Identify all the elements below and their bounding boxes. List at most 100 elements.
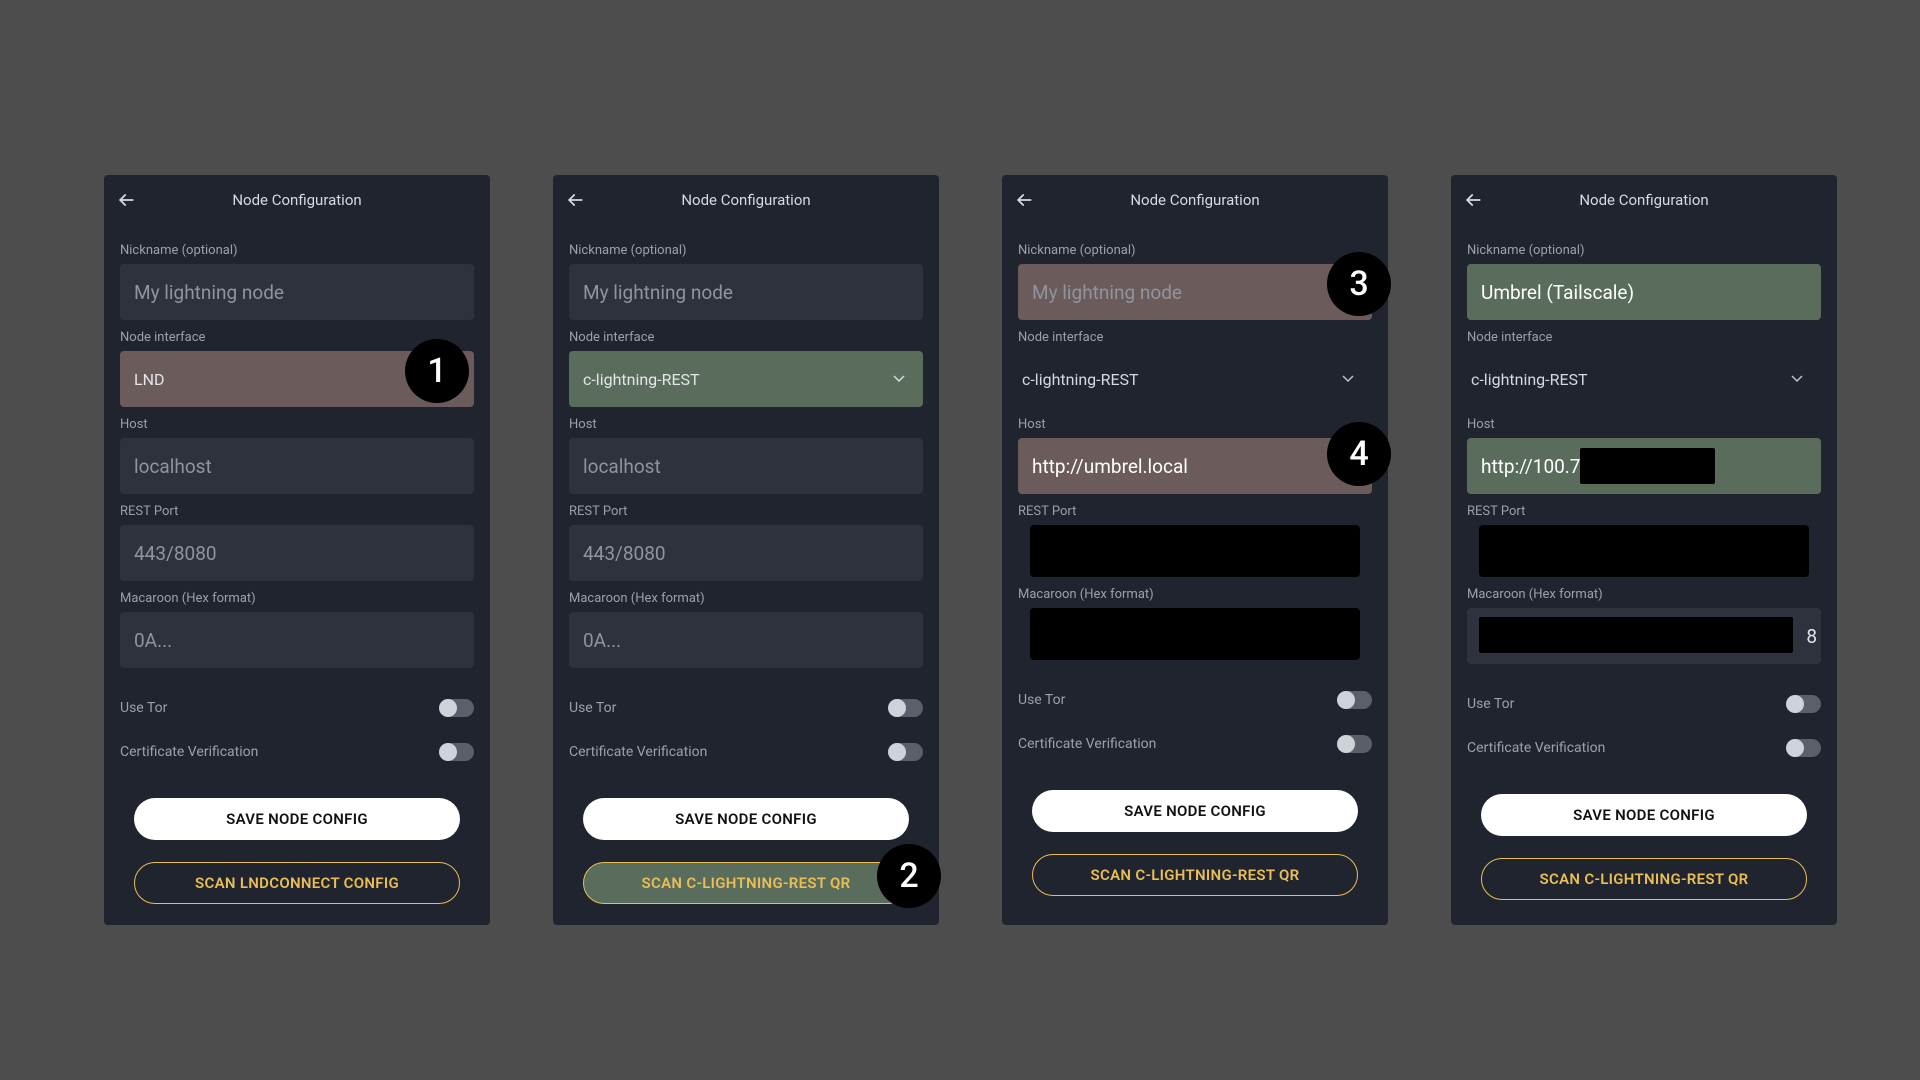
macaroon-label: Macaroon (Hex format) [1467, 587, 1821, 602]
config-form: Nickname (optional) Umbrel (Tailscale) Nod… [1451, 225, 1837, 760]
tor-label: Use Tor [1018, 692, 1065, 708]
cert-toggle[interactable] [1338, 735, 1372, 753]
port-input[interactable] [1030, 525, 1360, 577]
host-input[interactable]: http://umbrel.local [1018, 438, 1372, 494]
header: Node Configuration [1451, 175, 1837, 225]
header: Node Configuration [1002, 175, 1388, 225]
scan-button[interactable]: SCAN C-LIGHTNING-REST QR [583, 862, 909, 904]
button-row: SAVE NODE CONFIG SCAN C-LIGHTNING-REST QR [1002, 790, 1388, 896]
back-icon[interactable] [565, 190, 585, 210]
cert-row: Certificate Verification [120, 740, 474, 764]
config-form: Nickname (optional)My lightning nodeNode… [104, 225, 490, 764]
interface-select[interactable]: c-lightning-REST [1467, 351, 1821, 407]
macaroon-input[interactable]: 8 [1467, 608, 1821, 664]
tor-row: Use Tor [1018, 688, 1372, 712]
chevron-down-icon [1342, 375, 1354, 383]
macaroon-input[interactable] [1030, 608, 1360, 660]
step-badge: 4 [1327, 422, 1391, 486]
step-badge: 1 [405, 339, 469, 403]
interface-value: c-lightning-REST [1022, 370, 1139, 389]
cert-row: Certificate Verification [569, 740, 923, 764]
page-title: Node Configuration [565, 191, 927, 209]
cert-toggle[interactable] [440, 743, 474, 761]
nickname-label: Nickname (optional) [569, 243, 923, 258]
tor-toggle[interactable] [889, 699, 923, 717]
cert-toggle[interactable] [889, 743, 923, 761]
host-label: Host [569, 417, 923, 432]
tor-label: Use Tor [569, 700, 616, 716]
nickname-input[interactable]: My lightning node [120, 264, 474, 320]
back-icon[interactable] [116, 190, 136, 210]
host-input[interactable]: localhost [569, 438, 923, 494]
port-input[interactable]: 443/8080 [120, 525, 474, 581]
phone-screen: Node Configuration Nickname (optional) My … [553, 175, 939, 925]
port-label: REST Port [120, 504, 474, 519]
save-button[interactable]: SAVE NODE CONFIG [134, 798, 460, 840]
scan-button[interactable]: SCAN LNDCONNECT CONFIG [134, 862, 460, 904]
cert-label: Certificate Verification [1018, 736, 1156, 752]
tor-row: Use Tor [120, 696, 474, 720]
button-row: SAVE NODE CONFIG SCAN LNDCONNECT CONFIG [104, 798, 490, 904]
header: Node Configuration [553, 175, 939, 225]
macaroon-label: Macaroon (Hex format) [1018, 587, 1372, 602]
tor-label: Use Tor [1467, 696, 1514, 712]
interface-label: Node interface [569, 330, 923, 345]
nickname-input[interactable]: My lightning node [569, 264, 923, 320]
config-form: Nickname (optional) My lightning node Node… [1002, 225, 1388, 756]
cert-label: Certificate Verification [120, 744, 258, 760]
redaction-mask [1479, 617, 1793, 653]
host-value: http://umbrel.local [1032, 455, 1188, 478]
macaroon-label: Macaroon (Hex format) [569, 591, 923, 606]
interface-label: Node interface [1018, 330, 1372, 345]
back-icon[interactable] [1014, 190, 1034, 210]
macaroon-tail: 8 [1806, 625, 1817, 648]
phone-screen: Node Configuration Nickname (optional) My … [104, 175, 490, 925]
interface-select[interactable]: c-lightning-REST [1018, 351, 1372, 407]
redaction-mask [1580, 448, 1715, 484]
nickname-label: Nickname (optional) [1018, 243, 1372, 258]
interface-select[interactable]: c-lightning-REST [569, 351, 923, 407]
host-label: Host [120, 417, 474, 432]
tor-toggle[interactable] [1787, 695, 1821, 713]
header: Node Configuration [104, 175, 490, 225]
nickname-input[interactable]: Umbrel (Tailscale) [1467, 264, 1821, 320]
tor-label: Use Tor [120, 700, 167, 716]
host-value: http://100.7 [1481, 455, 1581, 478]
page-title: Node Configuration [1014, 191, 1376, 209]
host-input[interactable]: http://100.7 [1467, 438, 1821, 494]
host-input[interactable]: localhost [120, 438, 474, 494]
tor-row: Use Tor [569, 696, 923, 720]
macaroon-input[interactable]: 0A... [120, 612, 474, 668]
cert-row: Certificate Verification [1018, 732, 1372, 756]
nickname-label: Nickname (optional) [120, 243, 474, 258]
cert-row: Certificate Verification [1467, 736, 1821, 760]
scan-button[interactable]: SCAN C-LIGHTNING-REST QR [1481, 858, 1807, 900]
chevron-down-icon [893, 375, 905, 383]
host-label: Host [1018, 417, 1372, 432]
port-input[interactable] [1479, 525, 1809, 577]
tor-toggle[interactable] [440, 699, 474, 717]
tor-row: Use Tor [1467, 692, 1821, 716]
macaroon-label: Macaroon (Hex format) [120, 591, 474, 606]
port-input[interactable]: 443/8080 [569, 525, 923, 581]
save-button[interactable]: SAVE NODE CONFIG [1032, 790, 1358, 832]
save-button[interactable]: SAVE NODE CONFIG [583, 798, 909, 840]
button-row: SAVE NODE CONFIG SCAN C-LIGHTNING-REST QR [1451, 794, 1837, 900]
interface-value: c-lightning-REST [1471, 370, 1588, 389]
port-label: REST Port [569, 504, 923, 519]
save-button[interactable]: SAVE NODE CONFIG [1481, 794, 1807, 836]
cert-toggle[interactable] [1787, 739, 1821, 757]
scan-button[interactable]: SCAN C-LIGHTNING-REST QR [1032, 854, 1358, 896]
port-label: REST Port [1018, 504, 1372, 519]
nickname-input[interactable]: My lightning node [1018, 264, 1372, 320]
tor-toggle[interactable] [1338, 691, 1372, 709]
page-title: Node Configuration [116, 191, 478, 209]
back-icon[interactable] [1463, 190, 1483, 210]
nickname-label: Nickname (optional) [1467, 243, 1821, 258]
cert-label: Certificate Verification [569, 744, 707, 760]
step-badge: 3 [1327, 252, 1391, 316]
interface-label: Node interface [1467, 330, 1821, 345]
macaroon-input[interactable]: 0A... [569, 612, 923, 668]
port-label: REST Port [1467, 504, 1821, 519]
cert-label: Certificate Verification [1467, 740, 1605, 756]
